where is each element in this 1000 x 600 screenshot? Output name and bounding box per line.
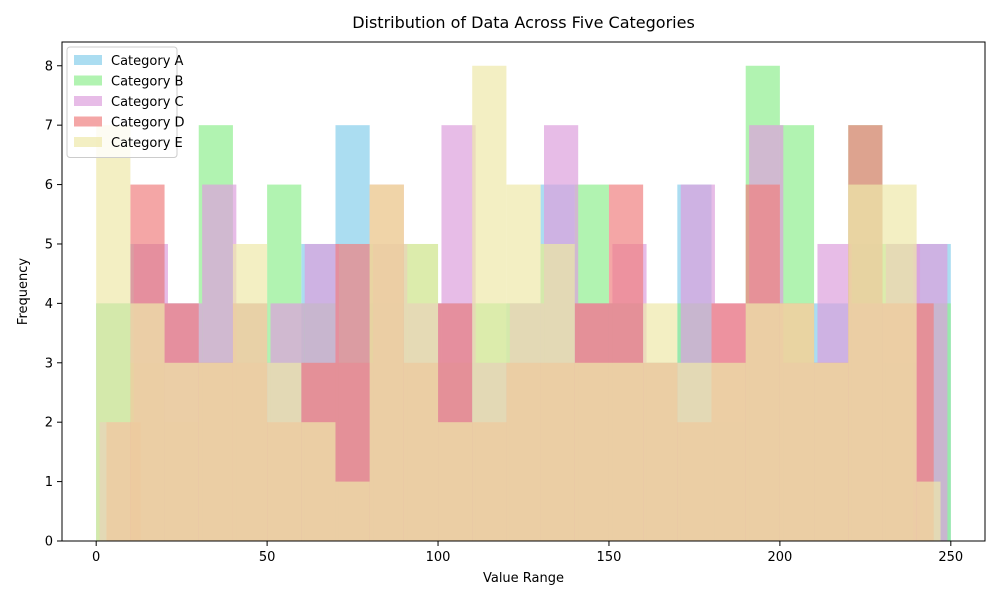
- x-tick-label: 100: [426, 550, 451, 565]
- y-tick-label: 1: [45, 475, 53, 490]
- legend-swatch-category-b: [74, 75, 102, 86]
- bar-category-e-8: [369, 184, 404, 541]
- bar-category-e-17: [677, 362, 712, 541]
- bar-category-e-5: [267, 362, 302, 541]
- legend-box: [66, 46, 178, 158]
- legend-label-category-c: Category C: [111, 95, 184, 110]
- x-axis-label: Value Range: [483, 571, 564, 586]
- legend-swatch-category-d: [74, 116, 102, 127]
- axes-frame: [61, 41, 986, 542]
- bar-category-e-13: [540, 243, 575, 542]
- bar-category-e-0: [96, 125, 131, 542]
- bar-category-e-18: [711, 362, 746, 541]
- bar-category-e-2: [164, 362, 199, 541]
- x-tick-label: 50: [259, 550, 276, 565]
- y-axis-label: Frequency: [16, 258, 31, 325]
- bar-category-d-24: [916, 303, 934, 541]
- legend-label-category-a: Category A: [111, 54, 184, 69]
- bar-category-e-10: [438, 422, 473, 541]
- y-tick-label: 6: [45, 178, 53, 193]
- legend-swatch-category-c: [74, 96, 102, 106]
- bar-category-e-21: [814, 362, 849, 541]
- x-tick-label: 0: [92, 550, 100, 565]
- y-tick-label: 5: [45, 237, 53, 252]
- bar-category-e-20: [779, 303, 815, 541]
- bar-category-e-16: [643, 303, 678, 541]
- bar-category-e-6: [301, 422, 336, 541]
- bars-layer: [96, 65, 951, 542]
- y-tick-label: 3: [45, 356, 53, 371]
- bar-category-e-1: [130, 303, 165, 541]
- chart-title: Distribution of Data Across Five Categor…: [352, 13, 695, 32]
- bar-category-e-7: [335, 481, 370, 541]
- bar-category-e-15: [608, 362, 644, 541]
- legend-label-category-b: Category B: [111, 75, 183, 90]
- bar-category-e-9: [403, 243, 439, 542]
- y-tick-label: 7: [45, 119, 53, 134]
- y-tick-label: 8: [45, 59, 53, 74]
- bar-category-e-19: [745, 303, 780, 541]
- bar-category-e-24: [916, 481, 941, 541]
- x-tick-label: 200: [767, 550, 792, 565]
- bar-category-e-14: [574, 362, 609, 541]
- x-axis-ticks: 0 50 100 150 200 250: [92, 541, 963, 565]
- legend-label-category-d: Category D: [111, 116, 185, 131]
- legend: Category A Category B Category C Category D…: [66, 46, 185, 158]
- legend-label-category-e: Category E: [111, 136, 183, 151]
- bar-category-e-4: [232, 243, 268, 542]
- bar-category-e-3: [198, 362, 233, 541]
- legend-swatch-category-a: [74, 55, 102, 65]
- x-tick-label: 250: [938, 550, 963, 565]
- bar-category-e-11: [472, 65, 507, 541]
- bar-category-e-22: [848, 184, 883, 541]
- bar-category-e-12: [506, 184, 541, 541]
- y-tick-label: 4: [45, 297, 53, 312]
- legend-swatch-category-e: [74, 137, 102, 147]
- y-tick-label: 0: [45, 535, 53, 550]
- y-axis-ticks: 0 1 2 3 4 5 6 7 8: [45, 59, 62, 550]
- series-category-e: [96, 65, 941, 542]
- bar-category-e-23: [882, 184, 917, 541]
- y-tick-label: 2: [45, 416, 53, 431]
- x-tick-label: 150: [597, 550, 622, 565]
